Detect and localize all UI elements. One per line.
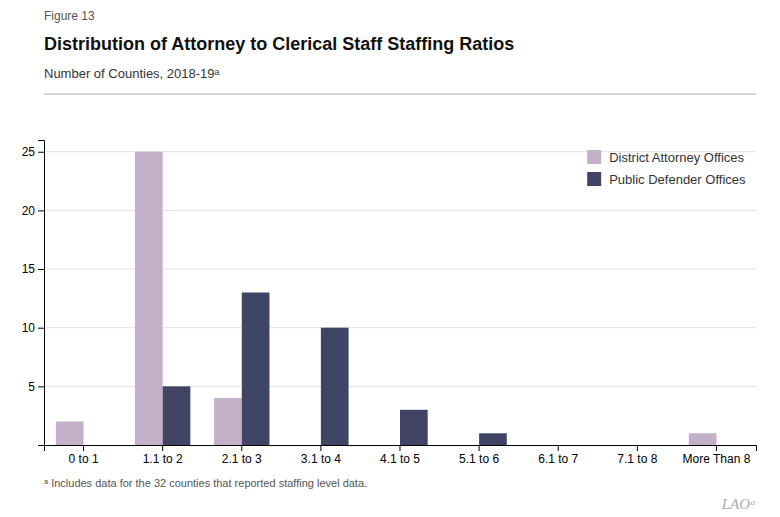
y-tick: 20 — [22, 204, 44, 218]
x-tick: 4.1 to 5 — [380, 445, 420, 466]
x-tick-mark — [558, 445, 559, 451]
x-tick: 6.1 to 7 — [538, 445, 578, 466]
bar — [716, 445, 744, 446]
bar — [689, 433, 717, 445]
y-tick-label: 25 — [22, 145, 36, 159]
x-tick-mark — [400, 445, 401, 451]
x-tick-mark — [162, 445, 163, 451]
y-tick-mark — [38, 386, 44, 387]
bar — [56, 422, 84, 445]
bar — [479, 433, 507, 445]
bar — [531, 445, 559, 446]
bar — [372, 445, 400, 446]
x-tick-label: 3.1 to 4 — [301, 452, 341, 466]
y-tick: 25 — [22, 145, 44, 159]
x-tick: 1.1 to 2 — [143, 445, 183, 466]
x-tick: 3.1 to 4 — [301, 445, 341, 466]
y-tick-label: 15 — [22, 262, 36, 276]
title: Distribution of Attorney to Clerical Sta… — [44, 34, 514, 54]
separator — [44, 94, 756, 95]
y-tick: 10 — [22, 321, 44, 335]
x-tick: More Than 8 — [683, 445, 751, 466]
chart: Figure 13 Distribution of Attorney to Cle… — [0, 0, 780, 517]
x-tick-label: 4.1 to 5 — [380, 452, 420, 466]
bar — [610, 445, 638, 446]
subtitle: Number of Counties, 2018-19ᵃ — [44, 66, 220, 81]
bar — [558, 445, 586, 446]
bar — [637, 445, 665, 446]
figure-label: Figure 13 — [44, 9, 95, 23]
y-tick-mark — [38, 269, 44, 270]
x-axis-line — [45, 446, 757, 452]
y-tick-mark — [38, 328, 44, 329]
x-tick-mark — [716, 445, 717, 451]
x-tick-label: 5.1 to 6 — [459, 452, 499, 466]
legend-label: District Attorney Offices — [609, 150, 744, 165]
x-tick-label: 6.1 to 7 — [538, 452, 578, 466]
x-tick: 7.1 to 8 — [617, 445, 657, 466]
legend-swatch — [587, 172, 601, 186]
y-tick-label: 5 — [28, 380, 35, 394]
x-tick-mark — [637, 445, 638, 451]
bar — [242, 293, 270, 446]
legend-item: District Attorney Offices — [587, 150, 744, 165]
x-tick: 2.1 to 3 — [222, 445, 262, 466]
bar-series — [56, 152, 717, 445]
x-tick-label: More Than 8 — [683, 452, 751, 466]
bars — [56, 152, 717, 445]
x-tick-mark — [320, 445, 321, 451]
bar — [135, 152, 163, 445]
bar — [84, 445, 112, 446]
x-tick-label: 1.1 to 2 — [143, 452, 183, 466]
y-tick-label: 10 — [22, 321, 36, 335]
bar — [451, 445, 479, 446]
y-tick-mark — [38, 152, 44, 153]
bar-series — [163, 293, 507, 446]
legend: District Attorney Offices Public Defender… — [587, 150, 746, 187]
x-tick-mark — [479, 445, 480, 451]
x-axis: 0 to 1 1.1 to 2 2.1 to 3 3.1 to 4 4.1 to 5 5.… — [45, 445, 757, 466]
x-tick-label: 0 to 1 — [69, 452, 99, 466]
y-tick: 5 — [28, 380, 44, 394]
x-tick-label: 7.1 to 8 — [617, 452, 657, 466]
bar — [214, 398, 242, 445]
x-tick: 0 to 1 — [69, 445, 99, 466]
y-tick-mark — [38, 210, 44, 211]
bar — [293, 445, 321, 446]
legend-label: Public Defender Offices — [609, 172, 746, 187]
y-axis: 5 10 15 20 25 — [22, 141, 45, 446]
plot: 5 10 15 20 25 0 to 1 1.1 to 2 2.1 to 3 3.1 to 4 4… — [22, 141, 757, 466]
x-tick: 5.1 to 6 — [459, 445, 499, 466]
y-tick-label: 20 — [22, 204, 36, 218]
legend-item: Public Defender Offices — [587, 172, 746, 187]
x-tick-label: 2.1 to 3 — [222, 452, 262, 466]
legend-swatch — [587, 150, 601, 164]
bar — [163, 386, 191, 445]
bar — [321, 328, 349, 445]
x-tick-mark — [83, 445, 84, 451]
bar — [400, 410, 428, 445]
footnote: ᵃ Includes data for the 32 counties that… — [44, 477, 367, 489]
y-axis-line — [38, 141, 45, 446]
watermark: LAOᵃ — [721, 496, 756, 512]
x-tick-mark — [241, 445, 242, 451]
y-tick: 15 — [22, 262, 44, 276]
